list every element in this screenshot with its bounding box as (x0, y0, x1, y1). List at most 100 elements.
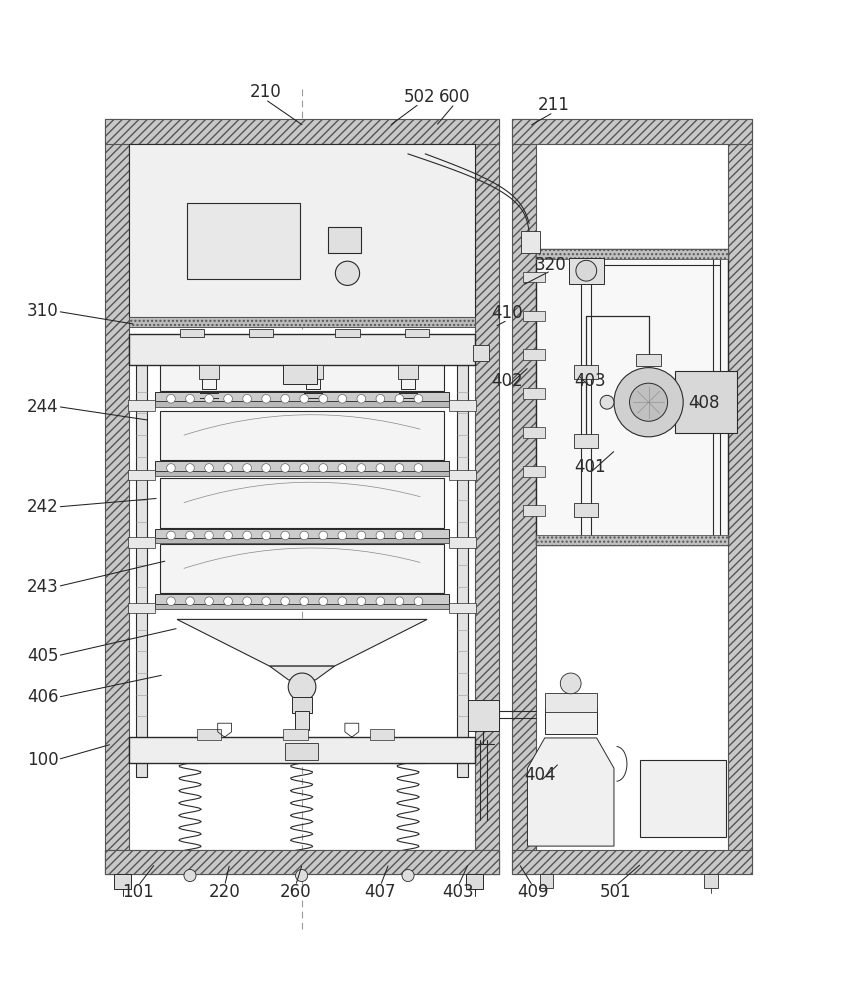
Bar (105, 119, 499, 144)
Bar (574, 503, 598, 517)
Bar (155, 538, 449, 543)
Bar (129, 334, 475, 365)
Circle shape (395, 531, 404, 540)
Bar (398, 365, 418, 379)
Circle shape (186, 394, 194, 403)
Circle shape (335, 261, 359, 285)
Text: 409: 409 (516, 883, 549, 901)
Text: 403: 403 (443, 883, 474, 901)
Circle shape (600, 395, 614, 409)
Circle shape (614, 368, 683, 437)
Circle shape (281, 464, 290, 472)
Polygon shape (177, 619, 427, 666)
Bar (449, 537, 477, 548)
Circle shape (338, 531, 346, 540)
Bar (523, 427, 545, 438)
Circle shape (224, 394, 233, 403)
Circle shape (224, 464, 233, 472)
Bar (155, 604, 449, 609)
Circle shape (224, 531, 233, 540)
Circle shape (186, 464, 194, 472)
Polygon shape (528, 738, 614, 846)
Bar (284, 729, 307, 740)
Bar (449, 400, 477, 411)
Text: 600: 600 (439, 88, 470, 106)
Bar (155, 461, 449, 471)
Circle shape (288, 673, 316, 701)
Bar (674, 371, 737, 433)
Bar (128, 537, 155, 548)
Bar (468, 700, 499, 731)
Circle shape (296, 869, 307, 882)
Bar (295, 711, 309, 730)
Bar (197, 729, 221, 740)
Text: 242: 242 (27, 498, 59, 516)
Bar (114, 874, 131, 889)
Bar (512, 119, 753, 144)
Polygon shape (270, 666, 334, 680)
Bar (129, 144, 475, 317)
Bar (199, 365, 220, 379)
Bar (128, 470, 155, 480)
Circle shape (243, 464, 252, 472)
Text: 211: 211 (537, 96, 569, 114)
Circle shape (376, 464, 385, 472)
Circle shape (319, 597, 327, 606)
Circle shape (262, 464, 271, 472)
Bar (328, 227, 361, 253)
Bar (512, 119, 536, 874)
Bar (155, 471, 449, 476)
Bar (404, 329, 429, 337)
Bar (574, 365, 598, 379)
Bar (286, 743, 318, 760)
Bar (728, 119, 753, 874)
Bar (302, 365, 323, 379)
Text: 403: 403 (574, 372, 606, 390)
Circle shape (224, 597, 233, 606)
Circle shape (167, 531, 175, 540)
Bar (449, 470, 477, 480)
Circle shape (167, 394, 175, 403)
Text: 405: 405 (27, 647, 59, 665)
Bar (155, 529, 449, 538)
Circle shape (262, 394, 271, 403)
Circle shape (575, 260, 596, 281)
Bar (160, 478, 444, 528)
Text: 406: 406 (27, 688, 59, 706)
Text: 100: 100 (27, 751, 59, 769)
Circle shape (357, 394, 365, 403)
Circle shape (376, 394, 385, 403)
Circle shape (561, 673, 581, 694)
Bar (249, 329, 273, 337)
Circle shape (414, 531, 423, 540)
Circle shape (299, 597, 308, 606)
Bar (155, 594, 449, 604)
Bar (545, 708, 596, 734)
Circle shape (205, 531, 214, 540)
Bar (283, 365, 317, 384)
Circle shape (299, 464, 308, 472)
Bar (523, 349, 545, 360)
Bar (574, 434, 598, 448)
Text: 310: 310 (27, 302, 59, 320)
Bar (105, 850, 499, 874)
Text: 410: 410 (492, 304, 523, 322)
Circle shape (402, 869, 414, 882)
Bar (449, 603, 477, 613)
Circle shape (205, 464, 214, 472)
Text: 502: 502 (404, 88, 435, 106)
Circle shape (262, 531, 271, 540)
Bar (523, 505, 545, 516)
Text: 402: 402 (492, 372, 523, 390)
Text: 220: 220 (208, 883, 240, 901)
Circle shape (395, 394, 404, 403)
Circle shape (357, 597, 365, 606)
Circle shape (338, 394, 346, 403)
Bar (180, 329, 204, 337)
Bar (512, 850, 753, 874)
Circle shape (319, 464, 327, 472)
Circle shape (376, 531, 385, 540)
Circle shape (395, 464, 404, 472)
Bar (523, 388, 545, 399)
Bar (636, 354, 661, 366)
